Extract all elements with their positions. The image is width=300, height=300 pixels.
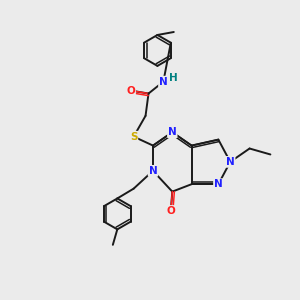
Text: N: N xyxy=(168,127,177,137)
Text: H: H xyxy=(169,73,177,83)
Text: N: N xyxy=(226,157,235,167)
Text: N: N xyxy=(214,179,223,189)
Text: O: O xyxy=(126,85,135,96)
Text: N: N xyxy=(159,76,168,87)
Text: S: S xyxy=(130,132,137,142)
Text: N: N xyxy=(148,166,157,176)
Text: O: O xyxy=(167,206,175,216)
